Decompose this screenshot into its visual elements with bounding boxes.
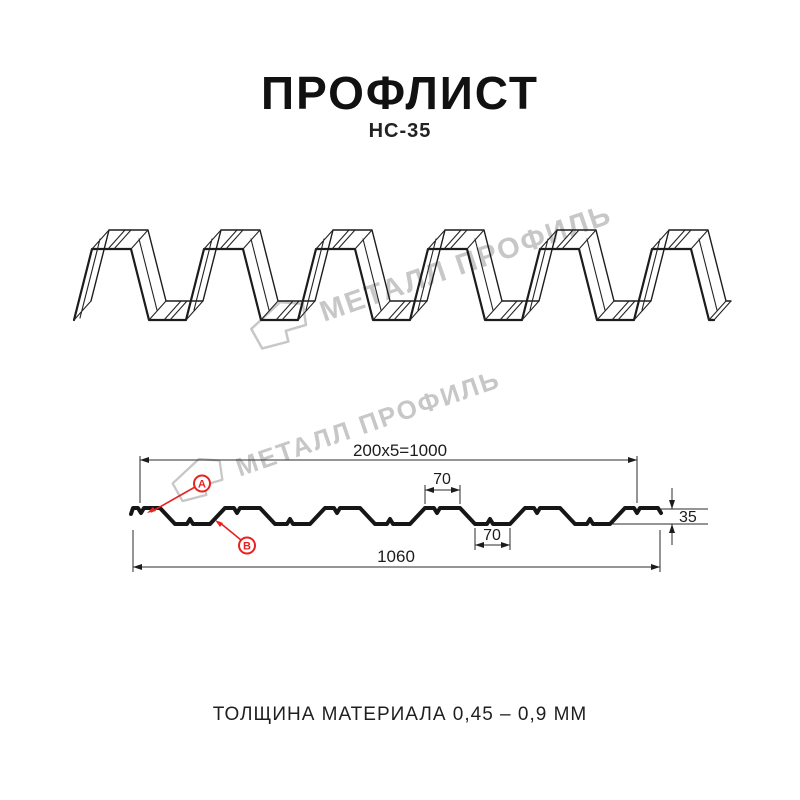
page-title: ПРОФЛИСТ [261,67,539,119]
cross-section-profile [129,506,663,526]
material-thickness-note: ТОЛЩИНА МАТЕРИАЛА 0,45 – 0,9 ММ [212,704,588,725]
callout-b: В [215,520,256,555]
cross-section-drawing: 200x5=1000 1060 70 70 35 А В [129,441,708,572]
dim-profile-height-label: 35 [679,509,697,526]
sheet-back-edge [90,229,732,302]
profile-3d-drawing [72,229,732,322]
profile-model-subtitle: НС-35 [368,120,432,142]
sheet-front-edge [72,247,716,322]
dim-overall-width-label: 1060 [377,547,415,566]
callout-b-label: В [243,541,251,553]
callout-a-label: А [198,479,206,491]
dimension-lines [132,456,708,572]
dim-valley-width-label: 70 [483,527,501,544]
dim-coverage-width-label: 200x5=1000 [353,441,447,460]
sheet-detail-lines [73,229,732,321]
dim-rib-top-width-label: 70 [433,471,451,488]
